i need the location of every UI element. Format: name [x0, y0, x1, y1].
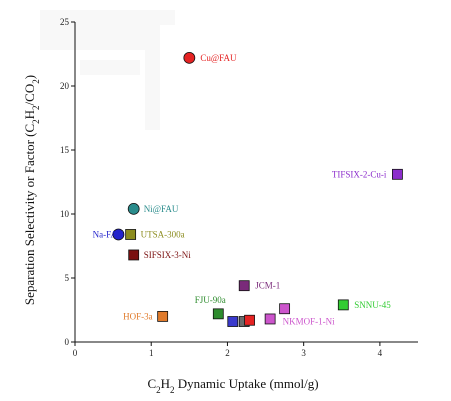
- x-tick-label: 3: [301, 348, 306, 358]
- ticks: 0 1 2 3 4 0 5 10 15 20 25: [60, 17, 383, 358]
- y-axis-label: Separation Selectivity or Factor (C2H2/C…: [22, 75, 41, 305]
- label-fju-90a: FJU-90a: [195, 295, 226, 305]
- point-tifsix-2-cu-i: [392, 168, 403, 180]
- label-jcm-1: JCM-1: [255, 281, 280, 291]
- label-cu-fau: Cu@FAU: [200, 53, 237, 63]
- point-utsa-300a: [125, 229, 137, 240]
- point-na-fau: [112, 228, 125, 241]
- y-tick-label: 25: [60, 17, 70, 27]
- y-tick-label: 0: [65, 337, 70, 347]
- point-snnu-45: [337, 299, 349, 311]
- point-unlabeled: [227, 316, 239, 327]
- label-sifsix-3-ni: SIFSIX-3-Ni: [144, 250, 192, 260]
- point-nkmof-1-ni: [279, 303, 291, 315]
- point-ni-fau: [127, 202, 140, 215]
- label-na-fau: Na-FAU: [93, 229, 124, 239]
- y-tick-label: 10: [60, 209, 70, 219]
- point-sifsix-3-ni: [128, 249, 140, 261]
- data-points: [112, 51, 403, 327]
- point-unlabeled: [264, 313, 276, 325]
- label-hof-3a: HOF-3a: [123, 311, 153, 321]
- point-hof-3a: [157, 310, 169, 322]
- point-jcm-1: [238, 280, 250, 292]
- x-axis-label: C2H2 Dynamic Uptake (mmol/g): [147, 376, 318, 395]
- label-ni-fau: Ni@FAU: [144, 204, 179, 214]
- y-tick-label: 5: [65, 273, 70, 283]
- point-unlabeled: [244, 314, 255, 326]
- point-labels: Cu@FAU Ni@FAU Na-FAU UTSA-300a SIFSIX-3-Ni TI…: [93, 53, 392, 327]
- point-cu-fau: [183, 51, 196, 64]
- axes: [74, 22, 418, 343]
- x-tick-label: 2: [225, 348, 230, 358]
- x-tick-label: 0: [73, 348, 78, 358]
- y-tick-label: 20: [60, 81, 70, 91]
- label-nkmof-1-ni: NKMOF-1-Ni: [283, 317, 336, 327]
- label-utsa-300a: UTSA-300a: [141, 229, 185, 239]
- y-tick-label: 15: [60, 145, 70, 155]
- x-tick-label: 4: [378, 348, 383, 358]
- label-snnu-45: SNNU-45: [354, 300, 391, 310]
- label-tifsix-2-cu-i: TIFSIX-2-Cu-i: [332, 169, 387, 179]
- point-fju-90a: [212, 308, 224, 320]
- x-tick-label: 1: [149, 348, 154, 358]
